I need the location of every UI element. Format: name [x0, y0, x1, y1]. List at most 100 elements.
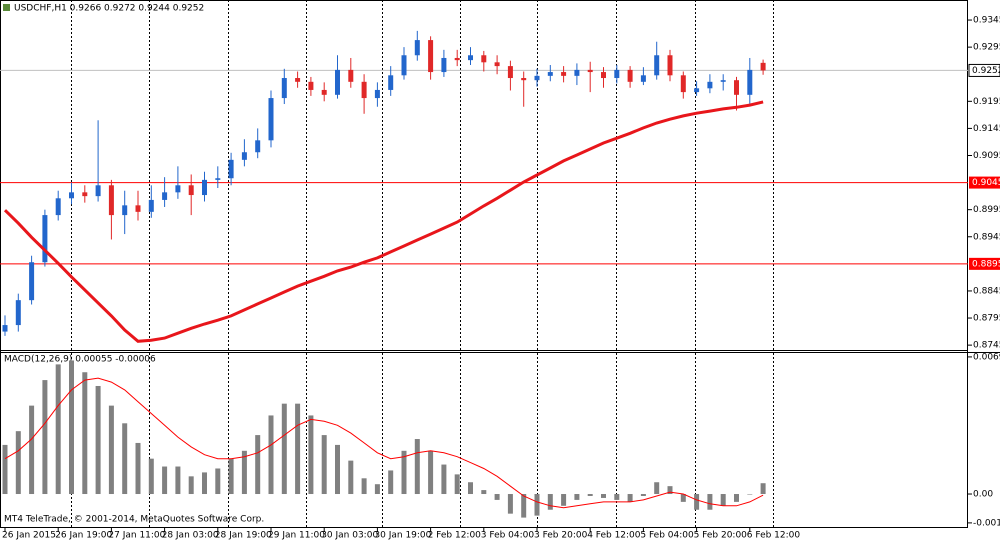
x-tick-label: 27 Jan 11:00: [108, 531, 165, 540]
macd-bar: [547, 494, 553, 510]
macd-bar: [95, 385, 101, 495]
candle-body: [361, 81, 367, 99]
macd-bar: [241, 450, 247, 495]
level-label-box: [969, 257, 1000, 270]
macd-bar: [69, 360, 74, 495]
candle-body: [574, 69, 580, 76]
candle-body: [561, 72, 567, 76]
y-tick-label: 0.9195: [973, 97, 1000, 107]
candle-body: [534, 75, 540, 81]
candle-body: [55, 198, 61, 216]
y-tick-label: 0.8945: [973, 232, 1000, 242]
y-tick-label: 0.00: [973, 490, 993, 500]
macd-bar: [747, 494, 753, 495]
candle-body: [374, 89, 380, 99]
macd-bar: [15, 431, 21, 495]
candle-body: [135, 205, 141, 212]
candle-body: [720, 80, 726, 82]
macd-bar: [202, 472, 207, 495]
macd-bar: [521, 494, 527, 518]
candle-body: [414, 40, 420, 56]
x-tick-label: 3 Feb 20:00: [534, 531, 588, 540]
x-tick-label: 26 Jan 19:00: [55, 531, 112, 540]
candle-body: [667, 55, 673, 76]
candle-body: [614, 69, 620, 79]
candle-body: [694, 88, 700, 93]
candle-body: [401, 55, 407, 76]
last-price-label: 0.9252: [972, 66, 1000, 76]
candle-body: [680, 75, 686, 93]
candle-body: [734, 80, 739, 95]
macd-bar: [162, 466, 168, 495]
macd-bar: [175, 466, 181, 495]
candle-body: [295, 78, 301, 82]
macd-bar: [82, 372, 88, 495]
candle-body: [388, 75, 394, 90]
level-label-box: [969, 176, 1000, 189]
candle-body: [215, 178, 221, 180]
candle-body: [654, 55, 660, 76]
x-tick-label: 30 Jan 19:00: [374, 531, 431, 540]
y-tick-label: 0.8845: [973, 286, 1000, 296]
macd-bar: [135, 442, 141, 495]
candle-body: [640, 75, 646, 82]
macd-bar: [255, 435, 261, 495]
y-tick-label: 0.8995: [973, 205, 1000, 215]
candle-body: [188, 185, 194, 196]
candle-body: [335, 69, 340, 95]
y-tick-label: 0.8795: [973, 314, 1000, 324]
macd-bar: [428, 450, 434, 495]
macd-bar: [29, 405, 35, 495]
candle-body: [707, 81, 713, 89]
candle-body: [454, 57, 460, 61]
candle-body: [162, 192, 168, 200]
candle-body: [760, 62, 766, 71]
macd-bar: [561, 494, 567, 506]
macd-bar: [667, 486, 673, 495]
macd-bar: [215, 468, 221, 495]
macd-bar: [374, 484, 380, 495]
candle-body: [69, 192, 74, 199]
macd-bar: [627, 494, 633, 502]
level-label: 0.9045: [972, 178, 1000, 188]
candle-body: [255, 140, 261, 153]
candle-body: [547, 72, 553, 76]
candle-body: [321, 89, 327, 95]
moving-average: [3, 100, 764, 343]
candle-body: [428, 40, 434, 73]
macd-bar: [454, 474, 460, 495]
candle-body: [175, 185, 181, 193]
candle-body: [268, 98, 274, 141]
macd-bar: [720, 494, 726, 506]
signal-line: [4, 377, 764, 509]
macd-bar: [694, 494, 700, 510]
y-tick-label: 0.00698: [973, 352, 1000, 362]
macd-bar: [401, 450, 407, 495]
macd-bar: [148, 458, 154, 495]
y-tick-label: 0.9095: [973, 151, 1000, 161]
candle-body: [228, 159, 234, 179]
x-tick-label: 6 Feb 12:00: [747, 531, 801, 540]
candle-body: [42, 215, 48, 263]
macd-bar: [534, 494, 540, 516]
macd-bar: [295, 403, 301, 495]
macd-bar: [335, 444, 340, 495]
x-tick-label: 5 Feb 04:00: [640, 531, 694, 540]
y-tick-label: 0.8745: [973, 341, 1000, 351]
candle-body: [507, 66, 513, 79]
macd-bar: [587, 494, 593, 496]
y-tick-label: 0.9145: [973, 124, 1000, 134]
macd-bar: [55, 364, 61, 495]
macd-bar: [640, 494, 646, 496]
x-tick-label: 3 Feb 04:00: [481, 531, 535, 540]
candle-body: [747, 69, 753, 95]
candle-body: [481, 55, 487, 63]
x-tick-label: 4 Feb 12:00: [587, 531, 641, 540]
macd-bar: [601, 494, 606, 498]
symbol-icon: [3, 4, 10, 11]
macd-bar: [760, 483, 766, 495]
x-tick-label: 26 Jan 2015: [2, 531, 56, 540]
x-tick-label: 30 Jan 03:00: [321, 531, 378, 540]
candle-body: [82, 192, 88, 197]
